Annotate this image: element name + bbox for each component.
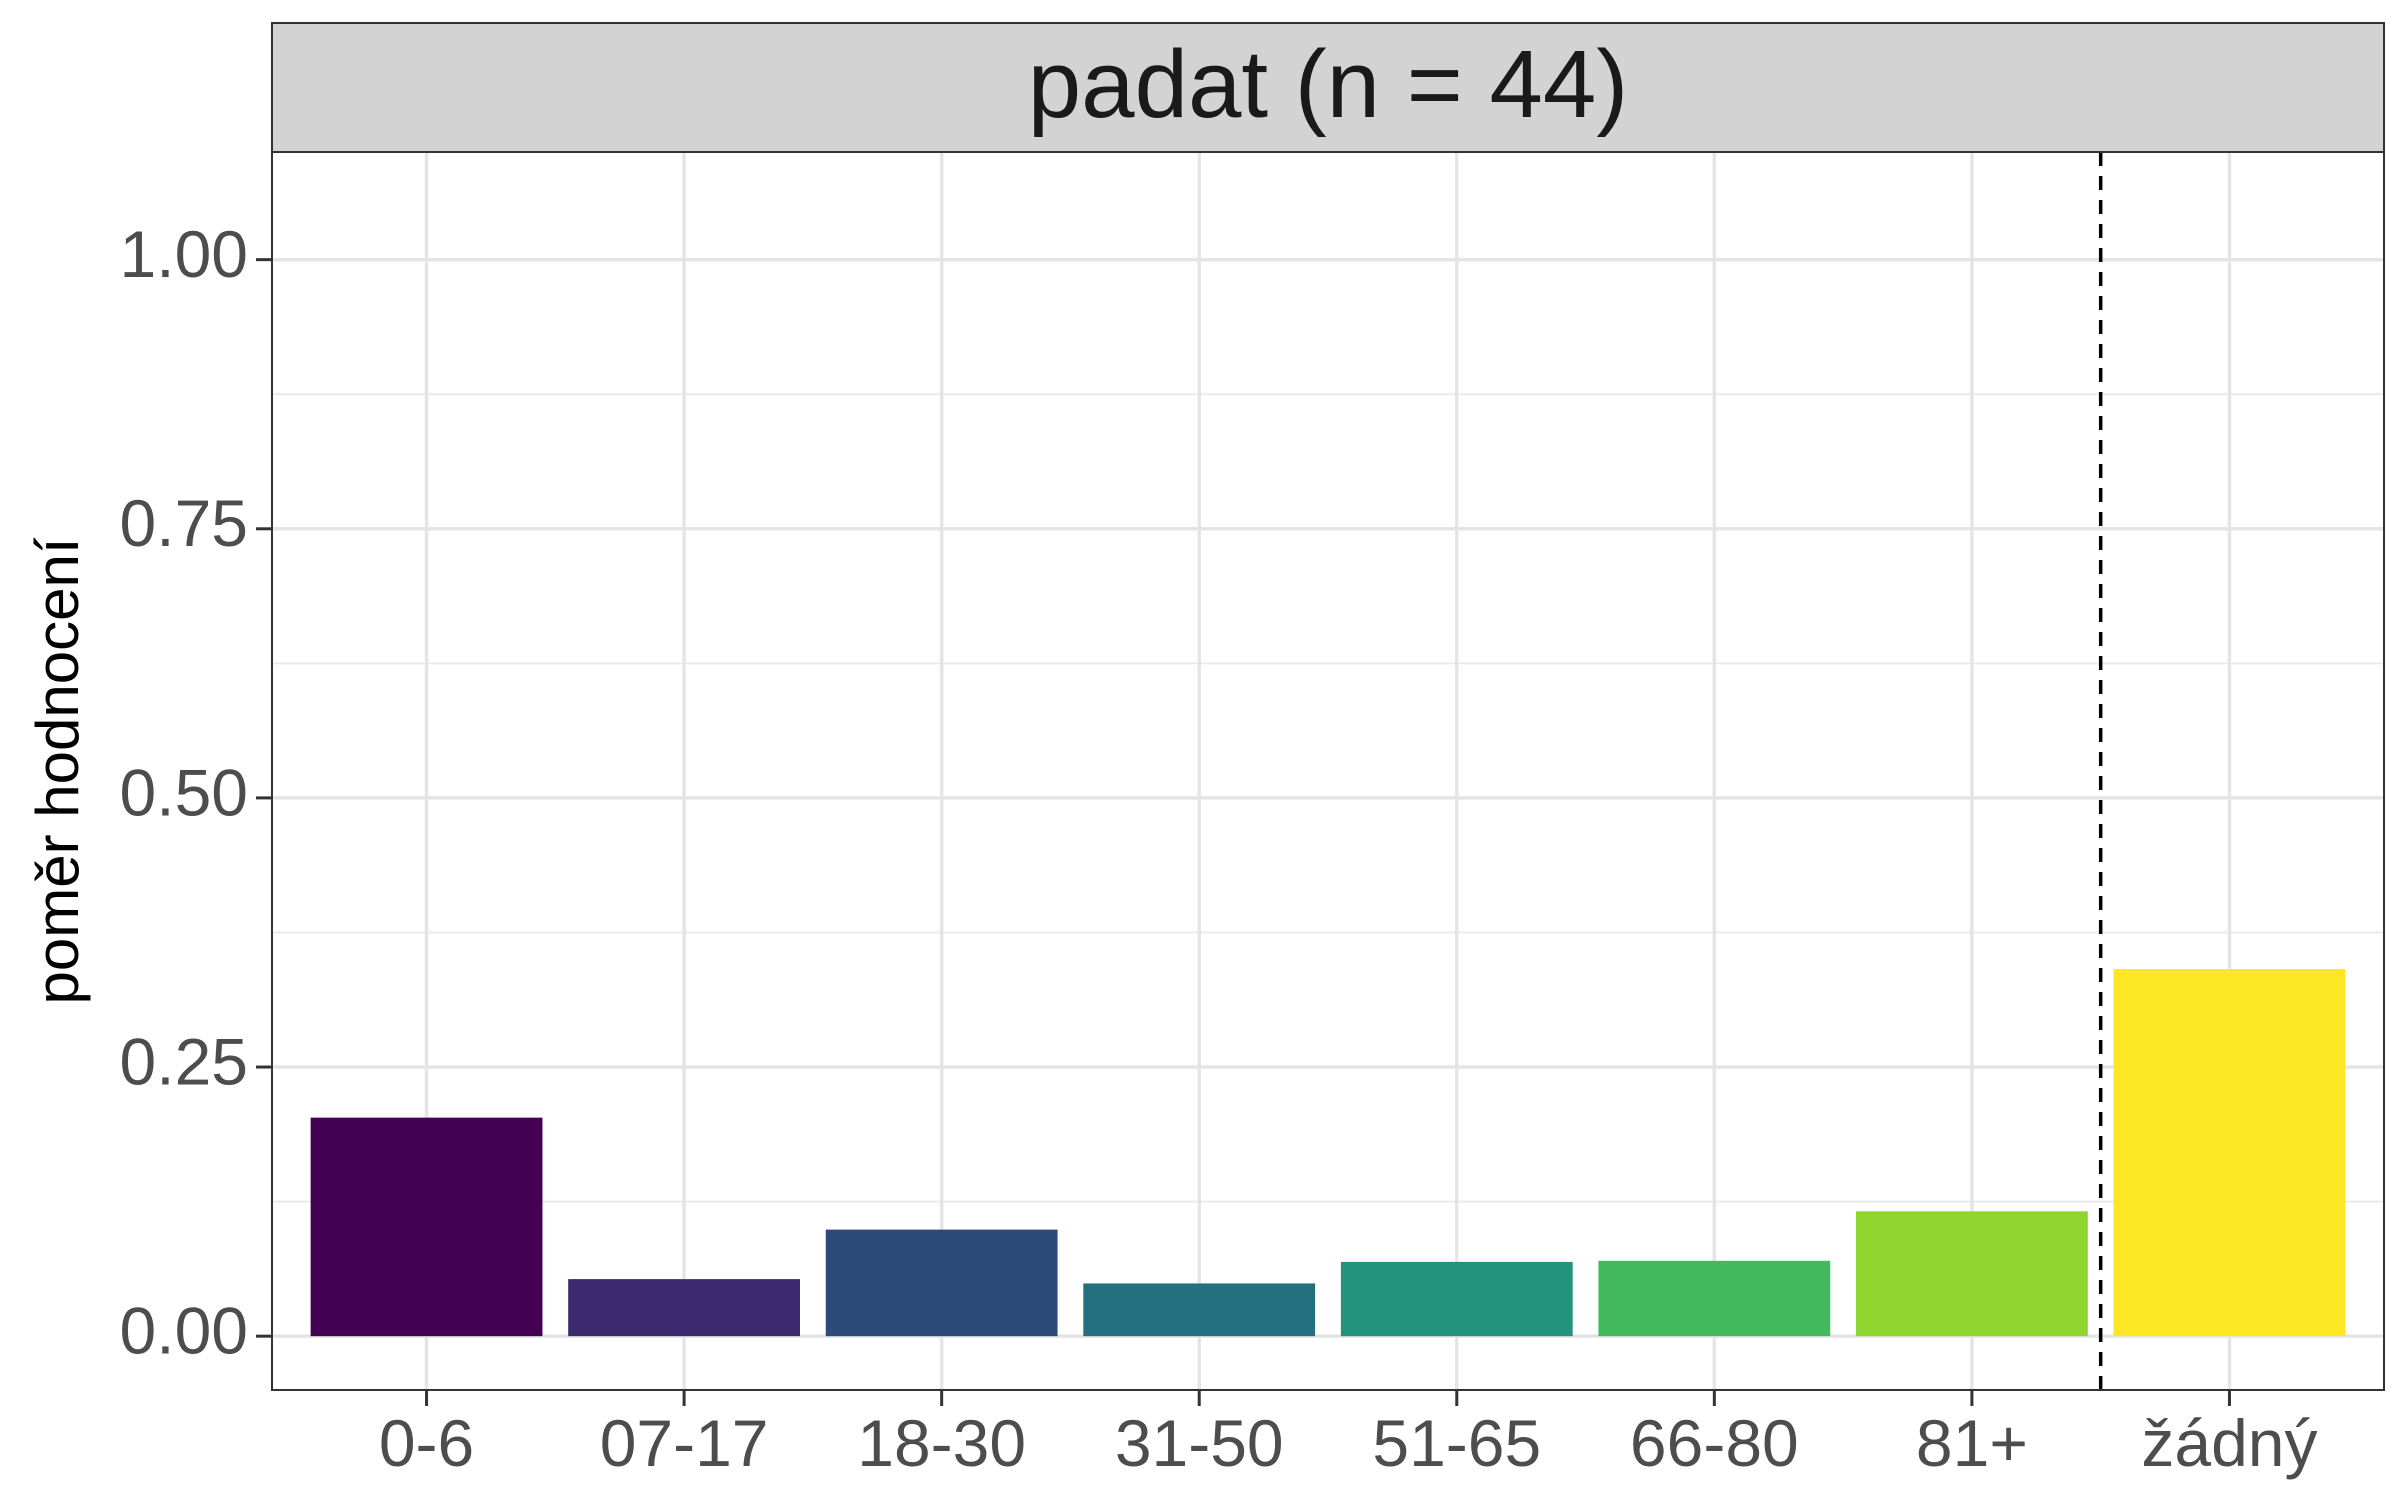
- y-axis-label: poměr hodnocení: [24, 537, 91, 1004]
- x-tick-label: 51-65: [1372, 1406, 1541, 1480]
- facet-strip: [271, 22, 2385, 153]
- y-tick-label: 0.50: [120, 755, 248, 829]
- x-axis: 0-6 07-17 18-30 31-50 51-65 66-80 81+ žádný: [379, 1390, 2318, 1480]
- y-tick-label: 1.00: [120, 217, 248, 291]
- x-tick-label: 31-50: [1115, 1406, 1284, 1480]
- y-tick-label: 0.75: [120, 486, 248, 560]
- x-tick-label: 66-80: [1630, 1406, 1799, 1480]
- bar-0-6: [310, 1117, 543, 1337]
- facet-title: padat (n = 44): [1028, 31, 1628, 138]
- y-tick-label: 0.25: [120, 1024, 248, 1098]
- y-tick-label: 0.00: [120, 1294, 248, 1368]
- bar-07-17: [568, 1279, 800, 1337]
- grid-lines: [272, 152, 2384, 1390]
- x-tick-label: žádný: [2141, 1406, 2317, 1480]
- bar-31-50: [1083, 1283, 1316, 1337]
- x-tick-label: 0-6: [379, 1406, 474, 1480]
- bars: [310, 969, 2346, 1337]
- bar-66-80: [1598, 1260, 1831, 1337]
- bar-51-65: [1340, 1261, 1573, 1337]
- panel-border: [271, 151, 2385, 1391]
- x-tick-label: 07-17: [600, 1406, 769, 1480]
- bar-18-30: [825, 1229, 1058, 1337]
- x-tick-label: 18-30: [857, 1406, 1026, 1480]
- y-axis: 0.00 0.25 0.50 0.75 1.00: [120, 217, 272, 1368]
- bar-žádný: [2113, 969, 2346, 1337]
- x-tick-label: 81+: [1916, 1406, 2028, 1480]
- bar-81+: [1856, 1211, 2088, 1337]
